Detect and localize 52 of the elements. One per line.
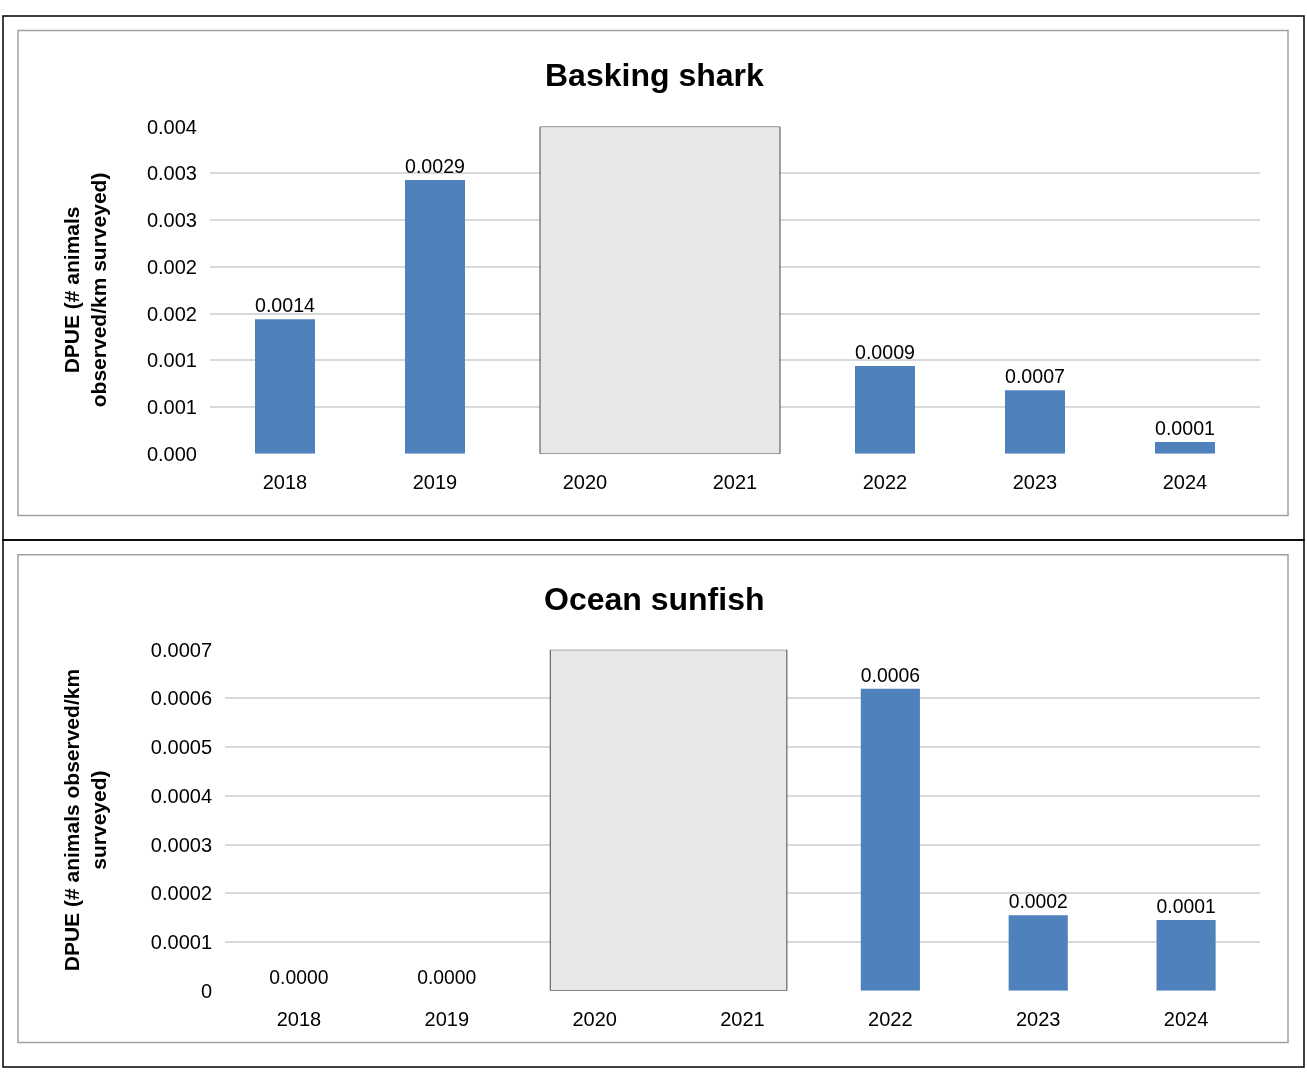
bar	[1008, 915, 1068, 991]
x-tick-label: 2024	[1162, 470, 1208, 493]
y-tick-label: 0.002	[146, 255, 197, 278]
bar	[860, 688, 920, 991]
bar	[1005, 390, 1065, 454]
y-tick-label: 0.004	[146, 115, 197, 138]
bar	[855, 365, 915, 454]
y-tick-label: 0.0002	[150, 882, 212, 905]
y-tick-label: 0.001	[146, 349, 197, 372]
y-tick-label: 0.002	[146, 302, 197, 325]
data-label: 0.0000	[269, 966, 329, 988]
x-tick-label: 2018	[262, 470, 308, 493]
x-tick-label: 2022	[868, 1007, 913, 1030]
x-tick-label: 2020	[562, 470, 608, 493]
bar	[1155, 442, 1215, 454]
x-tick-label: 2021	[712, 470, 758, 493]
y-tick-label: 0	[200, 979, 212, 1002]
y-tick-label: 0.0001	[150, 930, 212, 953]
x-tick-label: 2018	[276, 1007, 322, 1030]
y-tick-label: 0.0003	[150, 833, 212, 856]
y-tick-label: 0.0006	[150, 687, 212, 710]
x-tick-label: 2019	[412, 470, 458, 493]
x-tick-label: 2020	[572, 1007, 617, 1030]
y-tick-label: 0.003	[146, 209, 197, 232]
x-tick-label: 2023	[1012, 470, 1058, 493]
x-tick-label: 2023	[1015, 1007, 1061, 1030]
y-tick-label: 0.0004	[150, 784, 212, 807]
x-tick-label: 2019	[424, 1007, 470, 1030]
data-label: 0.0009	[855, 341, 915, 364]
y-tick-label: 0.001	[146, 396, 197, 419]
data-label: 0.0001	[1156, 896, 1216, 918]
chart-title: Basking shark	[545, 57, 764, 93]
data-label: 0.0000	[417, 966, 477, 988]
y-tick-label: 0.000	[146, 442, 197, 465]
data-label: 0.0002	[1008, 891, 1068, 913]
data-label: 0.0014	[255, 294, 316, 317]
chart-title: Ocean sunfish	[544, 581, 765, 617]
x-tick-label: 2021	[720, 1007, 765, 1030]
y-axis-title: DPUE (# animals observed/km surveyed)	[59, 668, 111, 972]
data-label: 0.0007	[1005, 365, 1065, 388]
y-tick-label: 0.003	[146, 162, 197, 185]
x-tick-label: 2022	[862, 470, 908, 493]
bar	[255, 319, 315, 454]
bar	[1156, 920, 1216, 991]
data-label: 0.0001	[1155, 417, 1215, 440]
bar	[405, 179, 465, 454]
y-axis-title: DPUE (# animals observed/km surveyed)	[59, 172, 111, 408]
data-label: 0.0006	[860, 664, 920, 686]
x-tick-label: 2024	[1163, 1007, 1209, 1030]
y-tick-label: 0.0005	[150, 736, 212, 759]
data-label: 0.0029	[405, 154, 465, 177]
y-tick-label: 0.0007	[150, 638, 212, 661]
